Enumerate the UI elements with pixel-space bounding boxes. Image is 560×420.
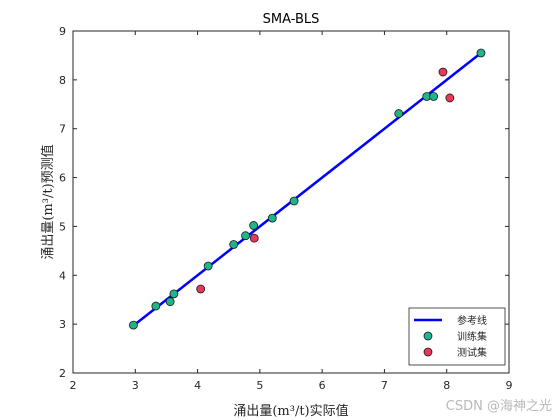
test-point <box>445 93 455 103</box>
y-tick-label: 8 <box>59 74 66 87</box>
train-point <box>203 261 213 271</box>
y-tick-label: 9 <box>59 25 66 38</box>
y-tick-label: 6 <box>59 172 66 185</box>
points-layer <box>129 48 486 330</box>
train-point <box>169 289 179 299</box>
train-point <box>394 109 404 118</box>
y-tick-label: 3 <box>59 318 66 331</box>
train-point <box>241 231 250 241</box>
legend-label-test: 测试集 <box>457 346 487 359</box>
y-tick-label: 2 <box>59 367 66 380</box>
legend-label-train: 训练集 <box>457 330 487 343</box>
train-point <box>267 213 277 223</box>
y-axis-label: 涌出量(m³/t)预测值 <box>40 144 56 259</box>
x-tick-label: 6 <box>319 379 326 392</box>
y-axis-ticks: 2 3 4 5 6 7 8 9 <box>59 25 509 380</box>
x-tick-label: 4 <box>194 379 201 392</box>
x-tick-label: 7 <box>381 379 388 392</box>
train-point <box>429 92 439 101</box>
legend-test-swatch <box>423 347 433 357</box>
legend-label-reference: 参考线 <box>457 314 487 327</box>
y-tick-label: 5 <box>59 220 66 233</box>
x-tick-label: 9 <box>506 379 513 392</box>
x-tick-label: 8 <box>443 379 450 392</box>
train-point <box>476 48 486 58</box>
chart-title: SMA-BLS <box>263 12 320 27</box>
legend: 参考线 训练集 测试集 <box>408 307 506 366</box>
y-tick-label: 7 <box>59 123 66 136</box>
train-point <box>165 297 175 307</box>
legend-train-swatch <box>423 331 433 341</box>
train-point <box>151 301 161 311</box>
x-tick-label: 5 <box>256 379 263 392</box>
x-tick-label: 2 <box>70 379 77 392</box>
y-tick-label: 4 <box>59 269 66 282</box>
train-point <box>229 240 239 249</box>
x-tick-label: 3 <box>132 379 139 392</box>
train-point <box>129 320 138 330</box>
train-point <box>289 196 299 206</box>
x-axis-label: 涌出量(m³/t)实际值 <box>233 403 348 419</box>
test-point <box>438 67 448 77</box>
test-point <box>196 284 206 294</box>
x-axis-ticks: 2 3 4 5 6 7 8 9 <box>70 31 513 392</box>
train-point <box>249 221 259 230</box>
test-point <box>249 233 259 243</box>
watermark: CSDN @海神之光 <box>445 399 552 414</box>
